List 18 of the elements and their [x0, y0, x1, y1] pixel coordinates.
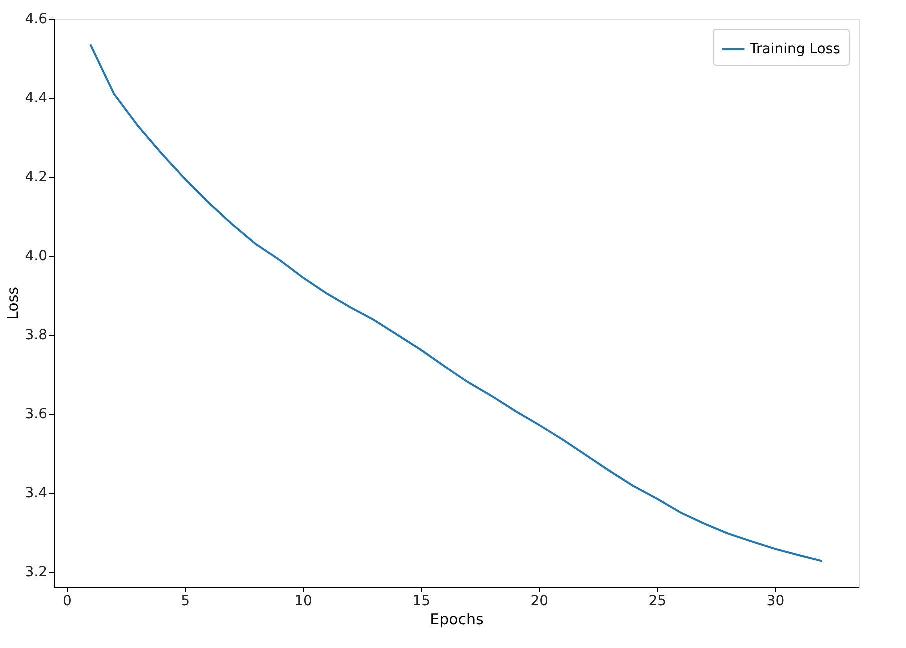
legend-label: Training Loss: [749, 42, 840, 58]
x-tick-label: 5: [181, 594, 190, 610]
y-tick-label: 4.6: [25, 12, 48, 28]
x-axis-title: Epochs: [430, 610, 484, 628]
y-tick-label: 3.8: [25, 327, 48, 344]
y-tick-label: 3.2: [25, 564, 48, 580]
y-tick-label: 3.4: [25, 485, 48, 502]
y-tick-label: 4.2: [25, 169, 48, 186]
x-tick-label: 25: [648, 594, 667, 610]
x-tick-label: 15: [412, 594, 431, 610]
y-tick-label: 3.6: [25, 406, 48, 422]
y-tick-label: 4.0: [25, 248, 48, 264]
x-tick-label: 0: [63, 594, 72, 610]
x-tick-label: 30: [766, 594, 785, 610]
x-tick-label: 20: [530, 594, 549, 610]
y-tick-label: 4.4: [25, 90, 48, 106]
x-tick-label: 10: [294, 594, 312, 610]
y-axis-title: Loss: [4, 286, 22, 320]
